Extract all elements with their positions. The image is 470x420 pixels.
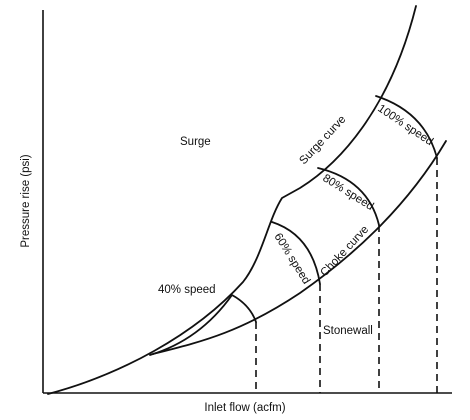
axes [42,10,452,394]
speed-line-100 [375,95,438,159]
y-axis-label: Pressure rise (psi) [20,154,32,247]
surge-curve-label: Surge curve [297,114,348,168]
choke-curve-label: Choke curve [318,224,371,279]
speed-line-40 [149,294,257,356]
speed-line-80 [317,167,380,226]
speed-label-40: 40% speed [158,284,216,296]
surge-curve-line [47,5,417,395]
speed-line-60 [271,221,321,285]
x-axis-label: Inlet flow (acfm) [204,402,285,414]
speed-label-80: 80% speed [320,172,375,213]
stonewall-region-label: Stonewall [323,325,373,337]
speed-label-60: 60% speed [271,231,312,286]
choke-curve-line [152,140,447,355]
drop-lines [255,158,438,393]
surge-region-label: Surge [180,136,211,148]
